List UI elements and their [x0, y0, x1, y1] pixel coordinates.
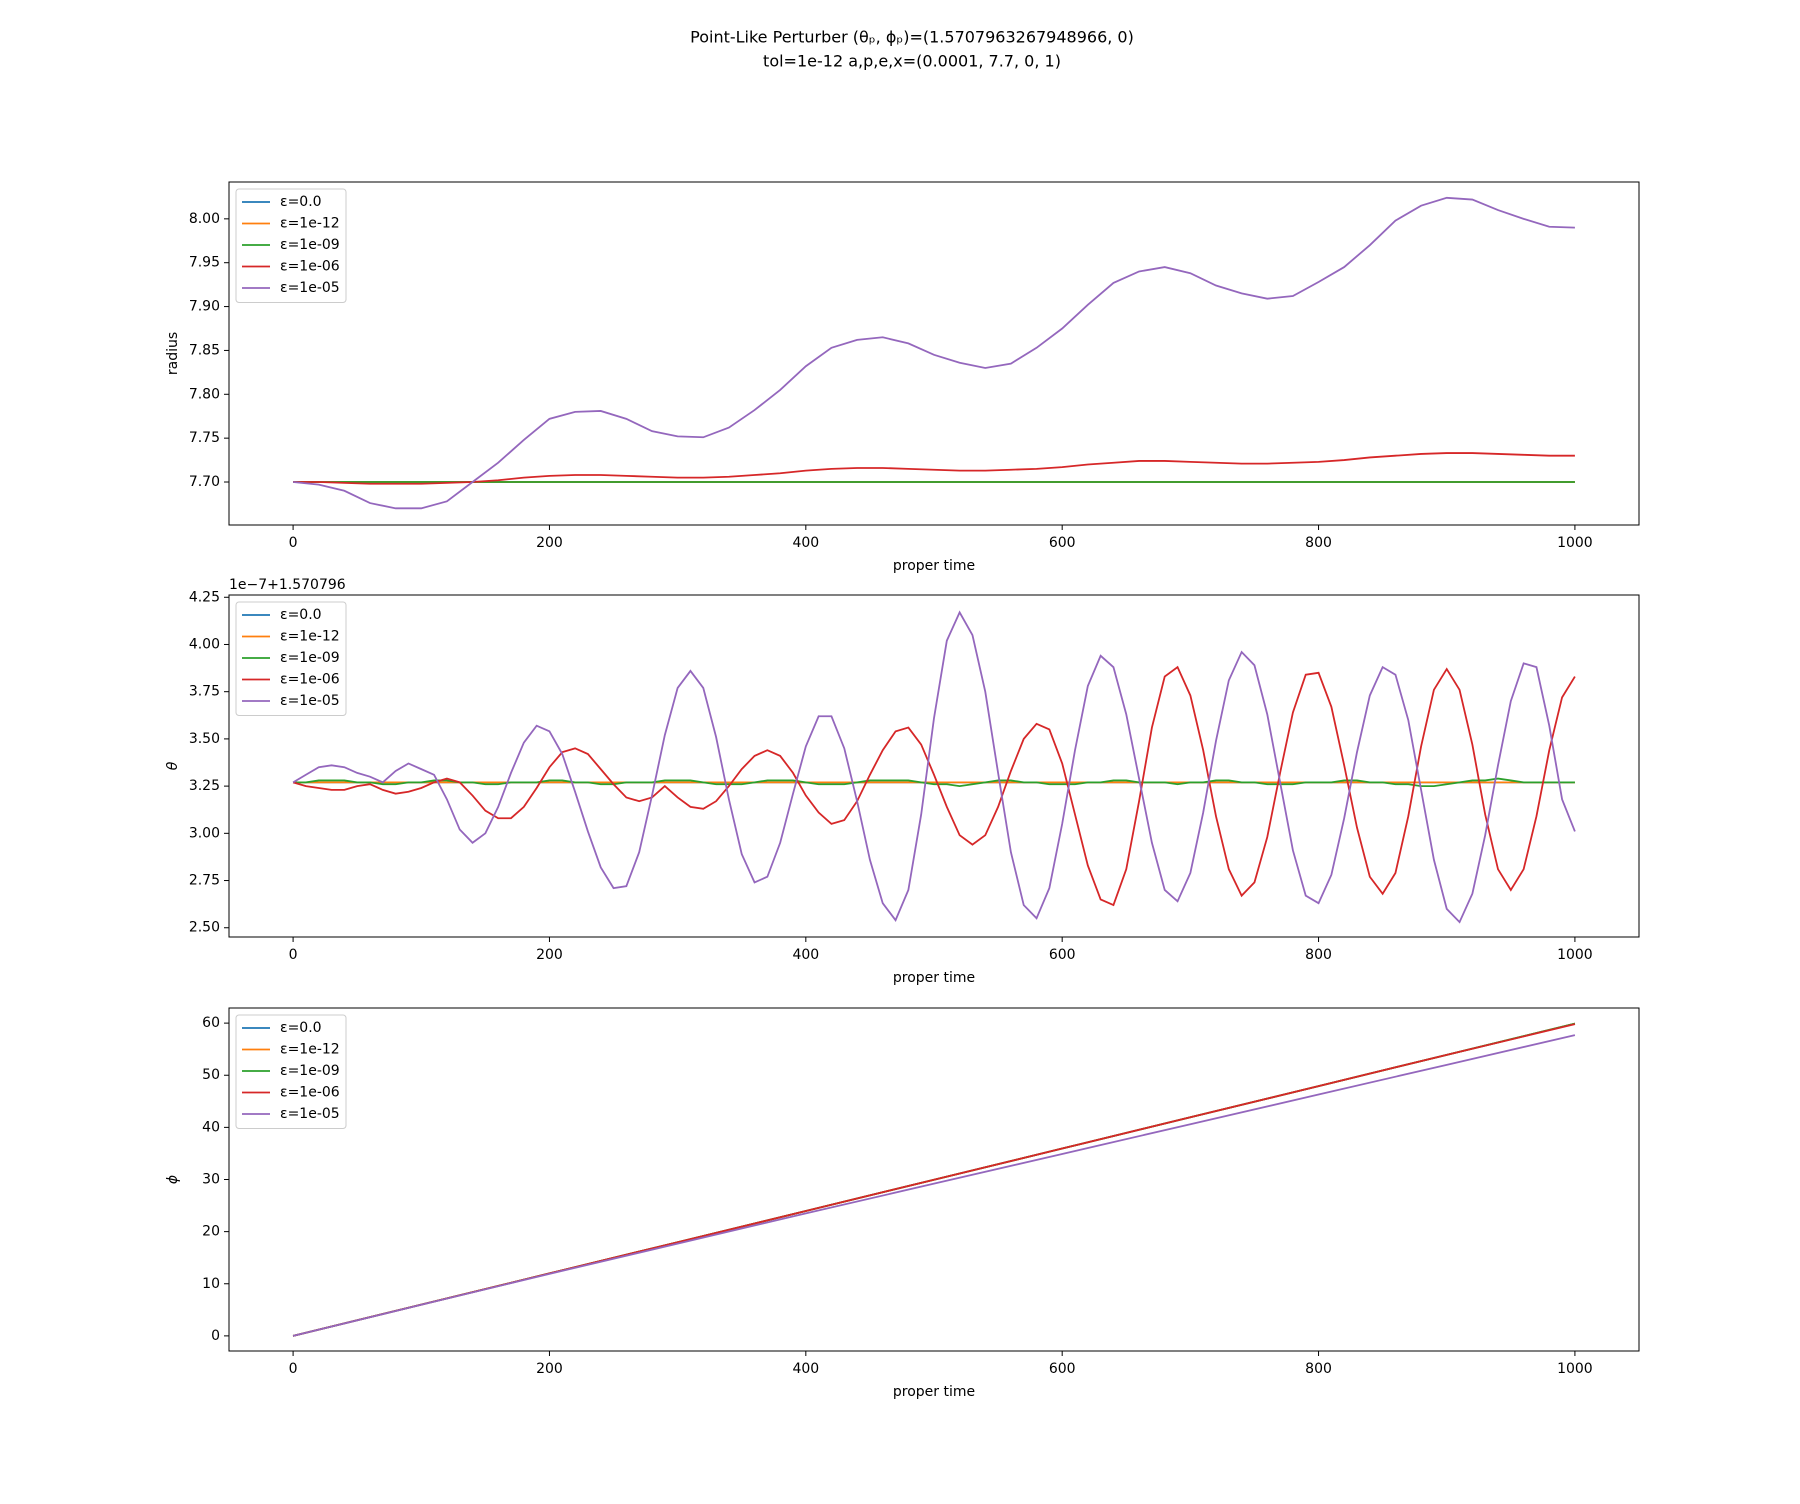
x-tick-label: 800	[1305, 1361, 1332, 1377]
axes-frame	[228, 181, 1640, 526]
legend-label: ε=1e-06	[280, 259, 340, 275]
x-axis-label: proper time	[893, 970, 975, 986]
y-tick-label: 3.00	[189, 825, 220, 841]
figure-title: Point-Like Perturber (θₚ, ϕₚ)=(1.5707963…	[690, 28, 1134, 47]
legend-label: ε=1e-06	[280, 672, 340, 688]
y-tick-label: 60	[202, 1015, 220, 1031]
x-tick-label: 200	[536, 1361, 563, 1377]
y-tick-label: 40	[202, 1119, 220, 1135]
legend-label: ε=0.0	[280, 194, 322, 210]
x-tick-label: 0	[289, 1361, 298, 1377]
offset-text: 1e−7+1.570796	[229, 577, 346, 593]
y-tick-label: 3.75	[189, 684, 220, 700]
series-line	[293, 452, 1575, 485]
x-tick-label: 1000	[1557, 535, 1593, 551]
y-tick-label: 30	[202, 1172, 220, 1188]
y-tick-label: 2.75	[189, 873, 220, 889]
legend-label: ε=1e-05	[280, 280, 340, 296]
y-tick-label: 0	[211, 1328, 220, 1344]
y-axis-label: radius	[165, 332, 181, 375]
x-tick-label: 800	[1305, 947, 1332, 963]
legend-label: ε=1e-12	[280, 1042, 340, 1058]
y-tick-label: 3.25	[189, 778, 220, 794]
y-tick-label: 7.80	[189, 386, 220, 402]
y-tick-label: 10	[202, 1276, 220, 1292]
y-tick-label: 8.00	[189, 211, 220, 227]
x-tick-label: 1000	[1557, 947, 1593, 963]
legend-label: ε=1e-05	[280, 693, 340, 709]
y-tick-label: 7.95	[189, 255, 220, 271]
x-tick-label: 800	[1305, 535, 1332, 551]
x-tick-label: 600	[1049, 535, 1076, 551]
figure-subtitle: tol=1e-12 a,p,e,x=(0.0001, 7.7, 0, 1)	[763, 52, 1061, 71]
legend-label: ε=0.0	[280, 607, 322, 623]
x-tick-label: 1000	[1557, 1361, 1593, 1377]
legend-label: ε=1e-05	[280, 1106, 340, 1122]
y-axis-label: ϕ	[165, 1175, 181, 1184]
x-tick-label: 0	[289, 535, 298, 551]
x-axis-label: proper time	[893, 1384, 975, 1400]
series-line	[292, 610, 1576, 924]
series-line	[292, 196, 1575, 510]
x-tick-label: 200	[536, 535, 563, 551]
y-axis-label: θ	[165, 761, 181, 770]
y-tick-label: 20	[202, 1224, 220, 1240]
x-tick-label: 400	[792, 947, 819, 963]
legend-label: ε=1e-09	[280, 650, 340, 666]
legend-label: ε=1e-12	[280, 216, 340, 232]
y-tick-label: 50	[202, 1067, 220, 1083]
y-tick-label: 7.90	[189, 299, 220, 315]
x-tick-label: 200	[536, 947, 563, 963]
x-axis-label: proper time	[893, 558, 975, 574]
plot-area	[229, 182, 1639, 525]
axes-frame	[228, 594, 1640, 938]
x-tick-label: 400	[792, 535, 819, 551]
legend-box	[235, 188, 347, 303]
plot-area	[229, 595, 1639, 937]
series-line	[292, 1034, 1576, 1337]
legend-label: ε=1e-06	[280, 1085, 340, 1101]
x-tick-label: 600	[1049, 1361, 1076, 1377]
legend-box	[235, 601, 347, 716]
legend-label: ε=1e-09	[280, 1063, 340, 1079]
x-tick-label: 600	[1049, 947, 1076, 963]
y-tick-label: 2.50	[189, 920, 220, 936]
x-tick-label: 400	[792, 1361, 819, 1377]
x-tick-label: 0	[289, 947, 298, 963]
series-line	[292, 665, 1576, 907]
y-tick-label: 4.25	[189, 589, 220, 605]
y-tick-label: 7.75	[189, 430, 220, 446]
y-tick-label: 4.00	[189, 636, 220, 652]
legend-box	[235, 1014, 347, 1129]
legend-label: ε=1e-12	[280, 629, 340, 645]
y-tick-label: 7.85	[189, 342, 220, 358]
y-tick-label: 3.50	[189, 731, 220, 747]
legend-label: ε=0.0	[280, 1020, 322, 1036]
legend-label: ε=1e-09	[280, 237, 340, 253]
y-tick-label: 7.70	[189, 474, 220, 490]
